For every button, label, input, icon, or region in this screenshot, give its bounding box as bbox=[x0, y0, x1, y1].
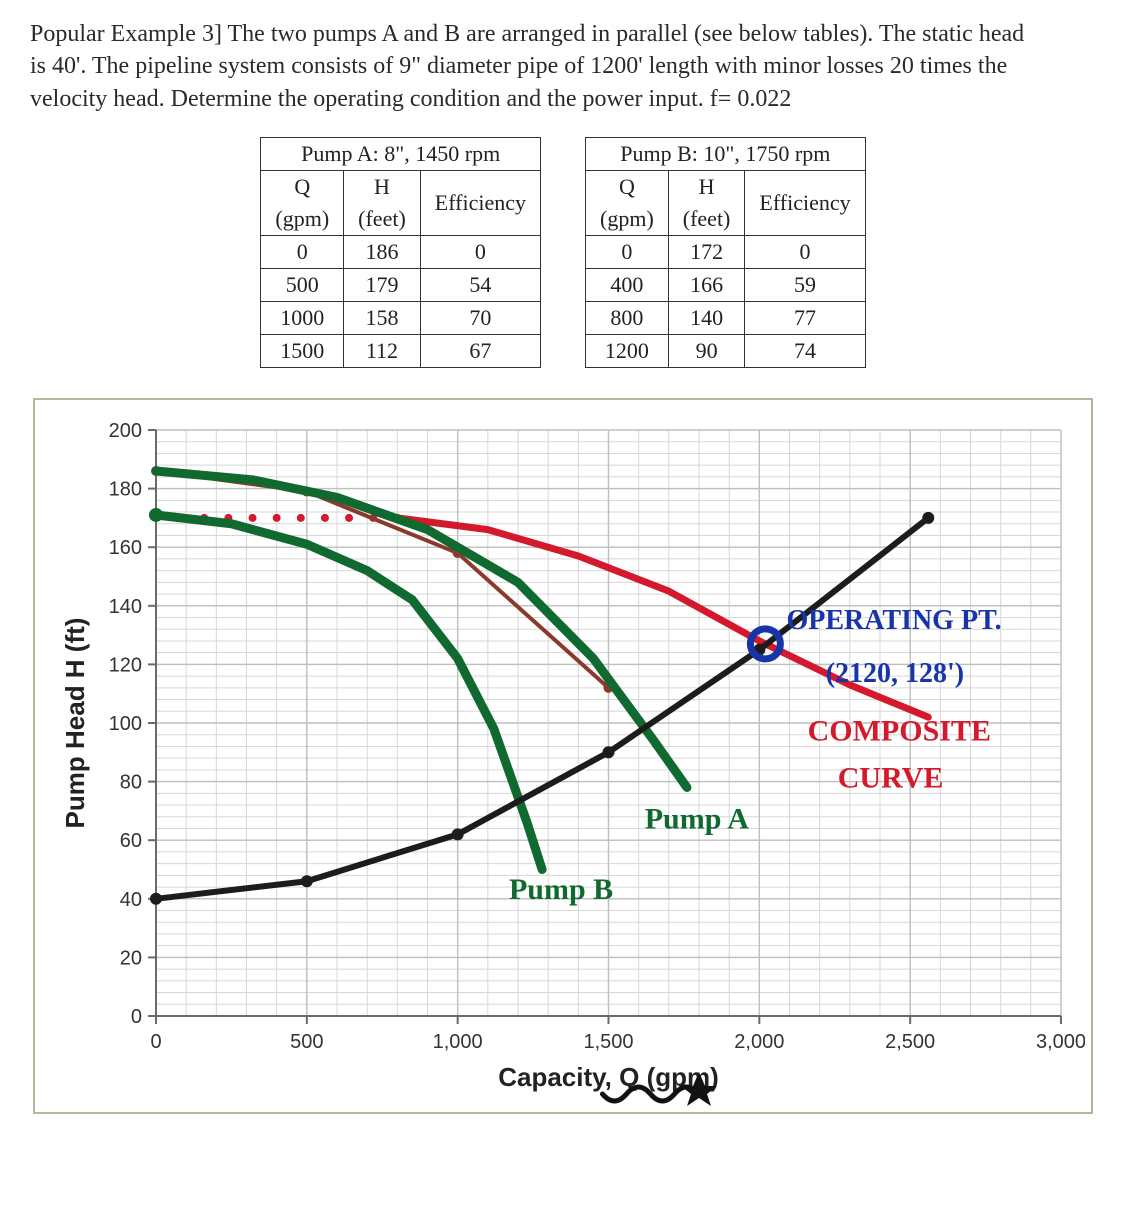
svg-text:160: 160 bbox=[109, 537, 142, 559]
svg-text:200: 200 bbox=[109, 420, 142, 442]
table-row: 50017954 bbox=[261, 269, 541, 302]
pump-tables: Pump A: 8", 1450 rpm Q H Efficiency (gpm… bbox=[30, 137, 1096, 368]
svg-text:140: 140 bbox=[109, 596, 142, 618]
col-header: (feet) bbox=[668, 203, 745, 236]
svg-text:COMPOSITE: COMPOSITE bbox=[808, 715, 991, 748]
table-row: 80014077 bbox=[586, 302, 866, 335]
svg-text:0: 0 bbox=[131, 1006, 142, 1028]
svg-text:40: 40 bbox=[120, 889, 142, 911]
svg-text:CURVE: CURVE bbox=[838, 762, 944, 795]
svg-text:Pump B: Pump B bbox=[509, 873, 613, 906]
table-row: 150011267 bbox=[261, 335, 541, 368]
col-header: (gpm) bbox=[261, 203, 344, 236]
svg-text:120: 120 bbox=[109, 655, 142, 677]
svg-text:2,500: 2,500 bbox=[885, 1031, 935, 1053]
col-header: (feet) bbox=[344, 203, 421, 236]
table-row: 12009074 bbox=[586, 335, 866, 368]
problem-line-2: is 40'. The pipeline system consists of … bbox=[30, 53, 1007, 79]
pump-b-title: Pump B: 10", 1750 rpm bbox=[586, 138, 866, 171]
svg-text:Pump A: Pump A bbox=[645, 803, 750, 836]
table-row: 100015870 bbox=[261, 302, 541, 335]
svg-text:20: 20 bbox=[120, 948, 142, 970]
col-header: Efficiency bbox=[745, 171, 865, 236]
col-header: H bbox=[344, 171, 421, 204]
problem-statement: Popular Example 3] The two pumps A and B… bbox=[30, 18, 1096, 115]
col-header: (gpm) bbox=[586, 203, 669, 236]
svg-text:3,000: 3,000 bbox=[1036, 1031, 1085, 1053]
col-header: H bbox=[668, 171, 745, 204]
problem-line-3: velocity head. Determine the operating c… bbox=[30, 86, 791, 112]
svg-text:500: 500 bbox=[290, 1031, 323, 1053]
svg-text:60: 60 bbox=[120, 830, 142, 852]
svg-text:Pump Head H (ft): Pump Head H (ft) bbox=[60, 618, 90, 829]
svg-text:100: 100 bbox=[109, 713, 142, 735]
svg-text:80: 80 bbox=[120, 772, 142, 794]
svg-text:180: 180 bbox=[109, 479, 142, 501]
col-header: Q bbox=[586, 171, 669, 204]
problem-line-1: Popular Example 3] The two pumps A and B… bbox=[30, 21, 1024, 47]
table-row: 40016659 bbox=[586, 269, 866, 302]
table-row: 01720 bbox=[586, 236, 866, 269]
chart-frame: 0 500 1,000 1,500 2,000 2,500 3,000 0 20 40 60 80 10… bbox=[33, 398, 1093, 1114]
svg-text:2,000: 2,000 bbox=[734, 1031, 784, 1053]
svg-text:0: 0 bbox=[150, 1031, 161, 1053]
pump-a-table: Pump A: 8", 1450 rpm Q H Efficiency (gpm… bbox=[260, 137, 541, 368]
svg-text:OPERATING PT.: OPERATING PT. bbox=[786, 605, 1001, 636]
table-row: 01860 bbox=[261, 236, 541, 269]
col-header: Efficiency bbox=[420, 171, 540, 236]
col-header: Q bbox=[261, 171, 344, 204]
pump-a-title: Pump A: 8", 1450 rpm bbox=[261, 138, 541, 171]
pump-b-table: Pump B: 10", 1750 rpm Q H Efficiency (gp… bbox=[585, 137, 866, 368]
svg-text:(2120, 128'): (2120, 128') bbox=[826, 658, 964, 689]
svg-text:1,000: 1,000 bbox=[433, 1031, 483, 1053]
chart-svg: 0 500 1,000 1,500 2,000 2,500 3,000 0 20 40 60 80 10… bbox=[41, 406, 1085, 1106]
pump-chart: 0 500 1,000 1,500 2,000 2,500 3,000 0 20 40 60 80 10… bbox=[41, 406, 1085, 1106]
svg-text:1,500: 1,500 bbox=[583, 1031, 633, 1053]
